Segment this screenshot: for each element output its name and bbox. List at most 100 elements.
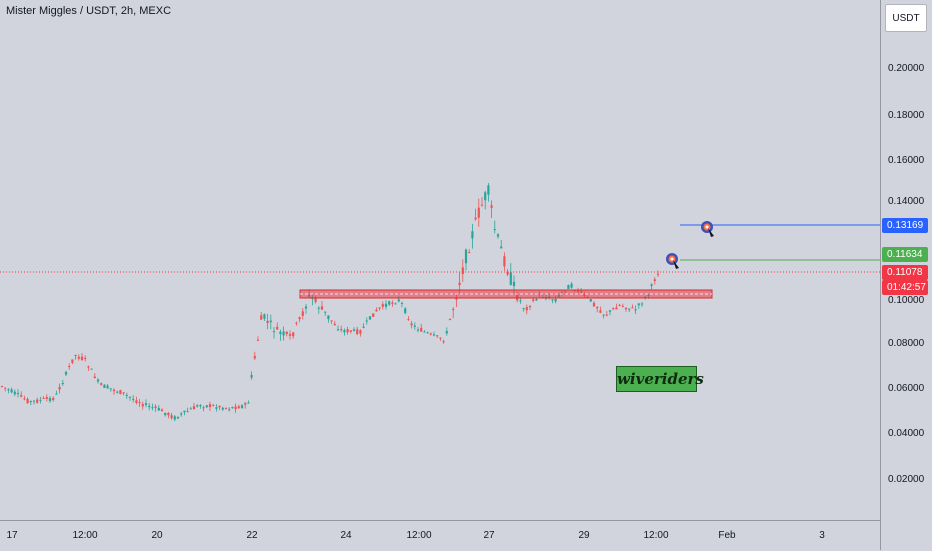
candle-body: [20, 395, 23, 397]
currency-button[interactable]: USDT: [885, 4, 927, 32]
candle-body: [304, 306, 308, 309]
time-tick: 20: [151, 530, 163, 541]
candle-body: [160, 409, 164, 412]
candle-body: [352, 329, 356, 331]
candle-body: [628, 308, 631, 310]
candle-body: [215, 407, 218, 409]
candle-body: [29, 401, 32, 403]
candle-body: [397, 299, 400, 302]
candle-body: [589, 299, 592, 302]
candle-body: [423, 331, 426, 333]
candle-body: [512, 281, 516, 287]
price-chart[interactable]: [0, 0, 880, 520]
candle-body: [426, 332, 429, 334]
candle-body: [288, 334, 292, 336]
candle-body: [234, 406, 237, 410]
candle-body: [605, 314, 608, 316]
candle-body: [356, 329, 359, 335]
candle-body: [61, 383, 64, 385]
candle-body: [224, 407, 228, 409]
candle-body: [420, 327, 423, 332]
candle-body: [128, 396, 132, 398]
watermark-label: wiveriders: [616, 366, 704, 392]
countdown-badge: 01:42:57: [882, 280, 928, 295]
candle-body: [468, 252, 471, 254]
candle-body: [484, 192, 487, 201]
candle-body: [0, 386, 4, 388]
candle-body: [221, 407, 224, 410]
candle-body: [525, 307, 528, 311]
candle-body: [532, 299, 535, 302]
candle-body: [416, 329, 420, 331]
candle-body: [244, 403, 247, 405]
candle-body: [292, 332, 295, 337]
candle-body: [16, 392, 20, 394]
time-tick: 12:00: [406, 530, 432, 541]
candle-body: [503, 256, 506, 267]
candle-body: [23, 398, 26, 400]
target-high-icon: [701, 221, 714, 237]
candle-body: [32, 400, 36, 402]
candle-body: [362, 326, 365, 328]
candle-body: [400, 302, 404, 304]
candle-body: [340, 329, 343, 331]
candle-body: [567, 284, 570, 289]
candle-body: [301, 311, 304, 316]
candle-body: [608, 310, 612, 312]
candle-body: [276, 326, 279, 330]
candle-body: [55, 393, 58, 395]
candle-body: [183, 410, 186, 413]
candle-body: [429, 333, 432, 335]
candle-body: [39, 399, 42, 401]
candle-body: [42, 398, 45, 400]
candle-body: [461, 267, 464, 275]
price-tick: 0.14000: [888, 196, 925, 207]
time-axis[interactable]: [0, 520, 880, 551]
candle-body: [384, 303, 388, 307]
candle-body: [266, 320, 269, 323]
candle-body: [103, 384, 106, 388]
candle-body: [167, 412, 170, 416]
candle-body: [141, 404, 144, 407]
candle-body: [624, 307, 628, 310]
candle-body: [157, 407, 160, 411]
candle-body: [100, 383, 103, 385]
time-tick: 12:00: [72, 530, 98, 541]
candle-body: [596, 307, 599, 309]
candle-body: [199, 405, 202, 407]
candle-body: [237, 406, 240, 409]
chart-title: Mister Miggles / USDT, 2h, MEXC: [6, 5, 172, 17]
candle-body: [365, 320, 368, 322]
candle-body: [10, 389, 13, 393]
current-price-badge: 0.11078: [882, 265, 928, 280]
candle-body: [26, 398, 29, 404]
candle-body: [452, 309, 455, 311]
candle-body: [490, 205, 493, 208]
price-tick: 0.08000: [888, 338, 925, 349]
candle-body: [4, 387, 7, 389]
candle-body: [378, 307, 381, 309]
candle-body: [637, 303, 640, 306]
candle-body: [71, 359, 74, 363]
candle-body: [653, 279, 656, 281]
candle-body: [93, 376, 96, 378]
candle-body: [212, 405, 215, 407]
candle-body: [500, 246, 503, 249]
candle-body: [634, 309, 637, 311]
price-tick: 0.18000: [888, 110, 925, 121]
candle-body: [84, 357, 87, 359]
candle-body: [74, 355, 77, 357]
candle-body: [36, 399, 39, 403]
candles: [0, 183, 660, 422]
candle-body: [112, 389, 116, 392]
candle-body: [346, 329, 349, 333]
candle-body: [90, 368, 93, 370]
price-tick: 0.10000: [888, 295, 925, 306]
candle-body: [298, 317, 301, 320]
candle-body: [138, 402, 141, 404]
candle-body: [119, 390, 122, 395]
candle-body: [343, 330, 346, 333]
candle-body: [148, 405, 151, 408]
candle-body: [282, 331, 285, 336]
candle-body: [314, 298, 317, 302]
